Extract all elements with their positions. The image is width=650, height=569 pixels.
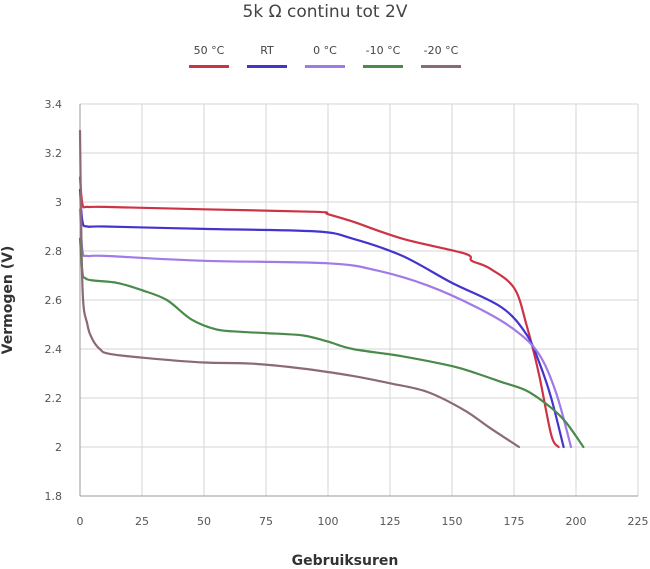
x-tick-label: 125: [380, 515, 401, 528]
legend-item[interactable]: RT: [245, 44, 289, 68]
x-axis-label: Gebruiksuren: [291, 553, 399, 569]
legend-swatch: [247, 65, 287, 68]
x-tick-label: 175: [504, 515, 525, 528]
series-line-4: [78, 129, 521, 449]
legend-item[interactable]: -10 °C: [361, 44, 405, 68]
series-line-2: [78, 208, 573, 449]
x-tick-label: 225: [628, 515, 649, 528]
y-tick-label: 3.2: [45, 147, 63, 160]
y-tick-label: 3: [55, 196, 62, 209]
legend-swatch: [305, 65, 345, 68]
x-tick-label: 100: [318, 515, 339, 528]
x-tick-label: 25: [135, 515, 149, 528]
x-tick-label: 150: [442, 515, 463, 528]
legend-label: 0 °C: [313, 44, 337, 57]
y-tick-label: 2.2: [45, 392, 63, 405]
y-tick-label: 2.6: [45, 294, 63, 307]
y-tick-label: 1.8: [45, 490, 63, 503]
x-tick-label: 50: [197, 515, 211, 528]
legend-swatch: [363, 65, 403, 68]
series-line-0: [78, 176, 560, 449]
legend-label: 50 °C: [193, 44, 225, 57]
legend-swatch: [421, 65, 461, 68]
y-tick-label: 2: [55, 441, 62, 454]
chart-title: 5k Ω continu tot 2V: [242, 2, 408, 22]
y-tick-label: 3.4: [45, 98, 63, 111]
y-axis-label: Vermogen (V): [0, 245, 16, 355]
series-line-1: [78, 188, 565, 449]
y-tick-label: 2.8: [45, 245, 63, 258]
legend-label: RT: [260, 44, 274, 57]
legend-swatch: [189, 65, 229, 68]
x-tick-label: 75: [259, 515, 273, 528]
legend-item[interactable]: -20 °C: [419, 44, 463, 68]
legend-label: -20 °C: [423, 44, 459, 57]
x-tick-label: 0: [77, 515, 84, 528]
legend-item[interactable]: 0 °C: [303, 44, 347, 68]
x-tick-label: 200: [566, 515, 587, 528]
chart-legend: 50 °C RT 0 °C -10 °C -20 °C: [0, 44, 650, 68]
series-line-3: [78, 237, 585, 449]
legend-item[interactable]: 50 °C: [187, 44, 231, 68]
y-tick-label: 2.4: [45, 343, 63, 356]
legend-label: -10 °C: [365, 44, 401, 57]
